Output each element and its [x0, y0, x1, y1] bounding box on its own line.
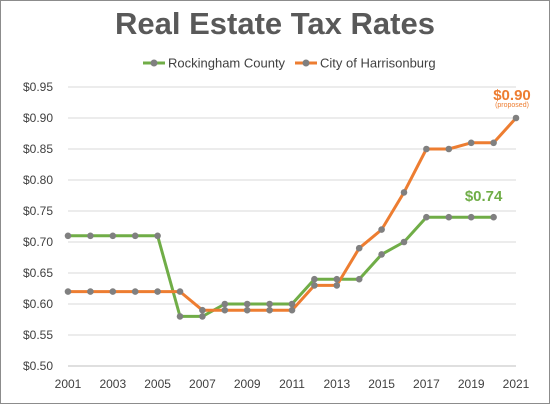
- data-point-rockingham: [288, 300, 296, 308]
- legend: Rockingham County City of Harrisonburg: [143, 56, 436, 71]
- data-point-harrisonburg: [467, 139, 475, 147]
- legend-item-rockingham: Rockingham County: [143, 56, 286, 71]
- legend-label-harrisonburg: City of Harrisonburg: [320, 56, 436, 71]
- x-tick-label: 2013: [323, 377, 350, 391]
- data-point-harrisonburg: [266, 306, 273, 314]
- data-point-rockingham: [154, 232, 161, 240]
- data-point-harrisonburg: [400, 189, 408, 196]
- x-tick-label: 2001: [55, 377, 82, 391]
- data-point-rockingham: [221, 300, 229, 308]
- annotation-label: $0.90: [493, 87, 531, 104]
- data-point-rockingham: [199, 313, 206, 320]
- legend-item-harrisonburg: City of Harrisonburg: [295, 56, 436, 71]
- data-point-rockingham: [311, 275, 318, 283]
- x-tick-label: 2011: [279, 377, 305, 391]
- y-tick-label: $0.55: [23, 328, 53, 342]
- data-point-harrisonburg: [154, 288, 161, 295]
- data-point-rockingham: [64, 232, 72, 240]
- y-tick-label: $0.50: [23, 359, 53, 373]
- x-tick-label: 2003: [99, 377, 126, 391]
- data-point-harrisonburg: [199, 306, 206, 314]
- gridlines: [68, 86, 516, 336]
- annotations: $0.90(proposed) $0.74: [465, 87, 531, 205]
- data-point-rockingham: [490, 213, 497, 221]
- x-tick-label: 2021: [503, 377, 530, 391]
- legend-marker-harrisonburg: [302, 59, 310, 67]
- chart-title: Real Estate Tax Rates: [115, 6, 435, 41]
- data-point-rockingham: [266, 300, 273, 308]
- data-point-rockingham: [467, 213, 475, 221]
- data-point-harrisonburg: [243, 306, 251, 314]
- x-axis-tick-labels: 2001 2003 2005 2007 2009 2011 2013 2015 2017 2019…: [55, 377, 530, 391]
- annotation-sublabel: (proposed): [495, 102, 529, 109]
- y-tick-label: $0.90: [23, 111, 53, 125]
- data-point-harrisonburg: [221, 306, 229, 314]
- data-point-rockingham: [176, 313, 184, 320]
- y-tick-label: $0.75: [23, 204, 53, 218]
- x-tick-label: 2017: [413, 377, 440, 391]
- data-point-harrisonburg: [87, 288, 94, 295]
- data-point-harrisonburg: [333, 282, 341, 289]
- x-tick-label: 2007: [189, 377, 216, 391]
- data-point-rockingham: [131, 232, 139, 240]
- series-line-rockingham: [68, 215, 494, 318]
- data-point-rockingham: [333, 275, 341, 283]
- y-tick-label: $0.65: [23, 266, 53, 280]
- x-tick-label: 2009: [234, 377, 261, 391]
- legend-label-rockingham: Rockingham County: [168, 56, 286, 71]
- legend-marker-rockingham: [150, 59, 158, 67]
- y-tick-label: $0.95: [23, 80, 53, 94]
- data-point-rockingham: [423, 213, 430, 221]
- data-point-harrisonburg: [490, 139, 497, 147]
- y-axis-tick-labels: $0.50 $0.55 $0.60 $0.65 $0.70 $0.75 $0.80 $0.85…: [23, 80, 53, 373]
- data-point-rockingham: [109, 232, 117, 240]
- series-markers: [64, 114, 520, 320]
- data-point-harrisonburg: [311, 282, 318, 289]
- data-point-harrisonburg: [288, 306, 296, 314]
- data-point-harrisonburg: [378, 226, 385, 233]
- y-tick-label: $0.80: [23, 173, 53, 187]
- data-point-rockingham: [400, 238, 408, 246]
- data-point-harrisonburg: [64, 288, 72, 295]
- x-tick-label: 2015: [368, 377, 395, 391]
- data-point-harrisonburg: [131, 288, 139, 295]
- x-tick-label: 2019: [458, 377, 485, 391]
- data-point-harrisonburg: [355, 244, 363, 252]
- data-point-harrisonburg: [109, 288, 117, 295]
- data-point-harrisonburg: [512, 114, 520, 122]
- data-point-rockingham: [243, 300, 251, 308]
- data-point-harrisonburg: [445, 145, 453, 153]
- x-tick-label: 2005: [144, 377, 171, 391]
- data-point-rockingham: [445, 213, 453, 221]
- annotation-label: $0.74: [465, 188, 503, 205]
- data-point-rockingham: [87, 232, 94, 240]
- data-point-rockingham: [378, 251, 385, 258]
- y-tick-label: $0.70: [23, 235, 53, 249]
- y-tick-label: $0.85: [23, 142, 53, 156]
- data-point-harrisonburg: [176, 288, 184, 295]
- y-tick-label: $0.60: [23, 297, 53, 311]
- data-point-rockingham: [355, 275, 363, 283]
- data-point-harrisonburg: [423, 145, 430, 153]
